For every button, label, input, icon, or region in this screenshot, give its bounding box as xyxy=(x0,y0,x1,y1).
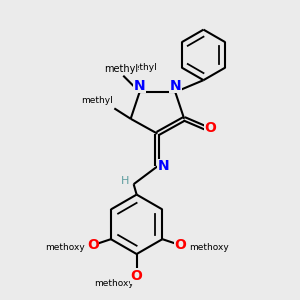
Text: methoxy: methoxy xyxy=(45,243,84,252)
Text: N: N xyxy=(169,79,181,92)
Text: methyl: methyl xyxy=(125,63,157,72)
Text: O: O xyxy=(175,238,186,252)
Text: methyl: methyl xyxy=(81,96,113,105)
Text: methoxy: methoxy xyxy=(94,279,134,288)
Text: methyl: methyl xyxy=(104,64,138,74)
Text: methoxy: methoxy xyxy=(189,243,229,252)
Text: O: O xyxy=(204,121,216,135)
Text: N: N xyxy=(134,79,146,92)
Text: O: O xyxy=(87,238,99,252)
Text: H: H xyxy=(121,176,129,186)
Text: N: N xyxy=(158,159,170,173)
Text: O: O xyxy=(131,269,142,283)
